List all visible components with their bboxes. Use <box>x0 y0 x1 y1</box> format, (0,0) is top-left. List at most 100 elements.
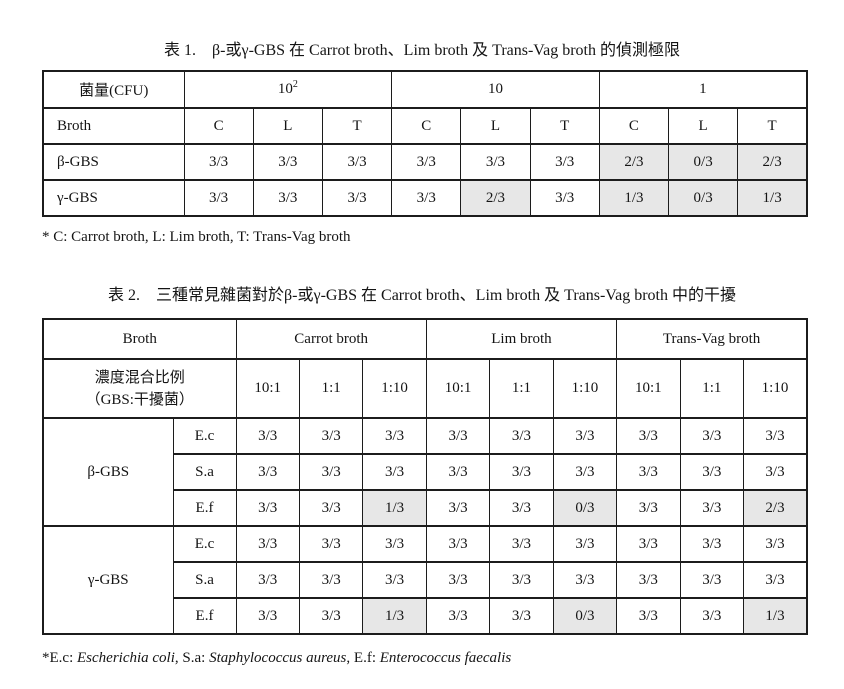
value-cell: 3/3 <box>616 453 681 491</box>
value-cell: 3/3 <box>616 597 681 635</box>
value-cell: 3/3 <box>298 417 364 455</box>
value-cell-highlighted: 2/3 <box>598 143 670 181</box>
value-cell: 3/3 <box>489 597 554 635</box>
value-cell: 3/3 <box>362 453 427 491</box>
value-cell: 3/3 <box>321 143 393 181</box>
group-base: 1 <box>699 81 707 97</box>
value-cell: 3/3 <box>298 525 364 563</box>
subcol-header-cell: L <box>460 107 531 145</box>
footnote-text: *E.c: <box>42 650 77 666</box>
table1-subheader-row: Broth C L T C L T C L T <box>42 107 808 145</box>
ratio-header-cell: 1:10 <box>552 358 618 419</box>
value-cell: 3/3 <box>743 525 808 563</box>
organism-label-cell: E.f <box>172 489 237 527</box>
value-cell: 3/3 <box>489 489 554 527</box>
value-cell: 3/3 <box>529 143 600 181</box>
table2-group-header: Lim broth <box>425 318 618 360</box>
table1: 菌量(CFU) 102 10 1 Broth C L T C L T C L T… <box>42 70 808 217</box>
value-cell-highlighted: 1/3 <box>362 597 427 635</box>
value-cell: 3/3 <box>362 417 427 455</box>
value-cell: 3/3 <box>252 143 323 181</box>
value-cell: 3/3 <box>552 453 618 491</box>
value-cell: 3/3 <box>679 597 745 635</box>
table1-header-row: 菌量(CFU) 102 10 1 <box>42 70 808 109</box>
value-cell-highlighted: 0/3 <box>552 597 618 635</box>
value-cell: 3/3 <box>391 143 462 181</box>
organism-label-cell: S.a <box>172 453 237 491</box>
table1-group-header: 1 <box>598 70 808 109</box>
table1-group-header: 102 <box>183 70 393 109</box>
subcol-header-cell: T <box>321 107 393 145</box>
ratio-label-line2: （GBS:干擾菌） <box>85 391 194 408</box>
value-cell: 3/3 <box>235 417 300 455</box>
group-base: 10 <box>487 81 503 97</box>
value-cell: 3/3 <box>362 561 427 599</box>
value-cell-highlighted: 0/3 <box>668 143 739 181</box>
table2-title: 表 2. 三種常見雜菌對於β-或γ-GBS 在 Carrot broth、Lim… <box>108 287 736 304</box>
value-cell: 3/3 <box>298 453 364 491</box>
subcol-header-cell: C <box>598 107 670 145</box>
value-cell-highlighted: 2/3 <box>743 489 808 527</box>
table2-group-header: Trans-Vag broth <box>616 318 808 360</box>
table-row: γ-GBS 3/3 3/3 3/3 3/3 2/3 3/3 1/3 0/3 1/… <box>42 179 808 217</box>
value-cell: 3/3 <box>679 417 745 455</box>
value-cell: 3/3 <box>743 453 808 491</box>
value-cell: 3/3 <box>679 453 745 491</box>
table1-group-header: 10 <box>391 70 600 109</box>
ratio-header-cell: 1:1 <box>298 358 364 419</box>
value-cell: 3/3 <box>235 597 300 635</box>
subcol-header-cell: L <box>668 107 739 145</box>
species-name: Staphylococcus aureus <box>209 650 347 666</box>
section-label-cell: β-GBS <box>42 417 174 527</box>
ratio-header-cell: 1:1 <box>679 358 745 419</box>
organism-label-cell: E.c <box>172 417 237 455</box>
table-row: β-GBS E.c 3/3 3/3 3/3 3/3 3/3 3/3 3/3 3/… <box>42 417 808 527</box>
value-cell: 3/3 <box>616 489 681 527</box>
row-label-cell: β-GBS <box>42 143 185 181</box>
subcol-header-cell: T <box>737 107 808 145</box>
value-cell: 3/3 <box>743 417 808 455</box>
value-cell: 3/3 <box>552 525 618 563</box>
value-cell: 3/3 <box>679 525 745 563</box>
value-cell: 3/3 <box>743 561 808 599</box>
table-row: E.f 3/3 3/3 1/3 3/3 3/3 0/3 3/3 3/3 1/3 <box>43 597 808 635</box>
value-cell: 3/3 <box>362 525 427 563</box>
species-name: Enterococcus faecalis <box>379 650 512 666</box>
value-cell-highlighted: 0/3 <box>552 489 618 527</box>
value-cell: 3/3 <box>298 561 364 599</box>
ratio-label-line1: 濃度混合比例 <box>94 369 185 386</box>
value-cell: 3/3 <box>679 489 745 527</box>
table2-ratio-row: 濃度混合比例 （GBS:干擾菌） 10:1 1:1 1:10 10:1 1:1 1… <box>42 358 808 419</box>
table1-title: 表 1. β-或γ-GBS 在 Carrot broth、Lim broth 及… <box>164 42 680 59</box>
footnote-text: , E.f: <box>346 650 380 666</box>
species-name: Escherichia coli <box>77 650 175 666</box>
row-label-cell: γ-GBS <box>42 179 185 217</box>
ratio-header-cell: 1:10 <box>743 358 808 419</box>
value-cell: 3/3 <box>235 525 300 563</box>
organism-label-cell: E.f <box>172 597 237 635</box>
value-cell: 3/3 <box>425 561 491 599</box>
value-cell-highlighted: 2/3 <box>737 143 808 181</box>
value-cell: 3/3 <box>425 597 491 635</box>
table-row: S.a 3/3 3/3 3/3 3/3 3/3 3/3 3/3 3/3 3/3 <box>43 453 808 491</box>
ratio-header-cell: 10:1 <box>235 358 300 419</box>
value-cell: 3/3 <box>425 489 491 527</box>
table2-group-header: Carrot broth <box>235 318 427 360</box>
value-cell-highlighted: 0/3 <box>668 179 739 217</box>
value-cell: 3/3 <box>552 417 618 455</box>
value-cell-highlighted: 1/3 <box>737 179 808 217</box>
value-cell: 3/3 <box>616 525 681 563</box>
subcol-header-cell: C <box>183 107 254 145</box>
value-cell: 3/3 <box>425 417 491 455</box>
value-cell: 3/3 <box>616 417 681 455</box>
value-cell: 3/3 <box>679 561 745 599</box>
ratio-header-cell: 1:1 <box>489 358 554 419</box>
value-cell: 3/3 <box>235 561 300 599</box>
value-cell: 3/3 <box>552 561 618 599</box>
table2-header-row: Broth Carrot broth Lim broth Trans-Vag b… <box>42 318 808 360</box>
value-cell: 3/3 <box>425 525 491 563</box>
value-cell: 3/3 <box>183 179 254 217</box>
value-cell: 3/3 <box>489 453 554 491</box>
value-cell: 3/3 <box>391 179 462 217</box>
